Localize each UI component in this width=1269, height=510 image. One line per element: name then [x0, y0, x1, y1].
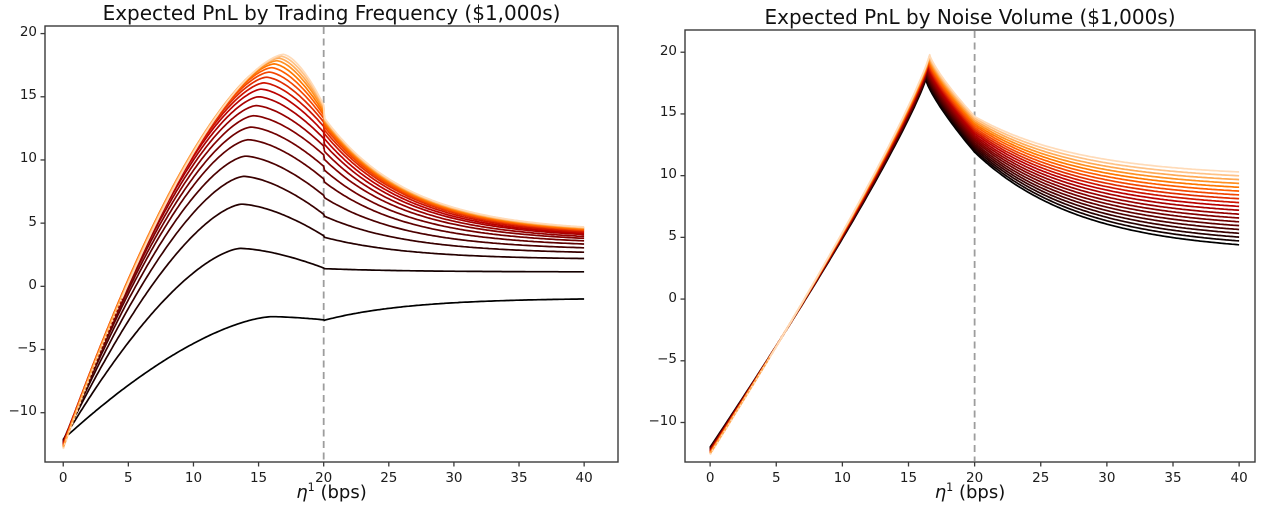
- eta-symbol: η: [934, 482, 947, 503]
- right-x-tick-label: 5: [771, 470, 781, 486]
- right-y-tick-label: 15: [659, 104, 677, 121]
- right-y-tick-label: 10: [659, 166, 677, 183]
- left-pnl-curve: [62, 126, 585, 443]
- left-y-tick-label: −10: [8, 403, 38, 420]
- eta-superscript: 1: [307, 481, 315, 494]
- left-x-tick-label: 0: [58, 470, 68, 486]
- left-x-tick-label: 30: [445, 470, 463, 486]
- right-pnl-curve: [768, 55, 1240, 358]
- left-y-tick-label: −5: [17, 340, 37, 357]
- left-pnl-curves: [62, 53, 585, 450]
- left-x-tick-label: 10: [184, 470, 203, 486]
- right-axes-spines: [684, 29, 1256, 463]
- left-pnl-curve: [62, 298, 123, 450]
- left-y-tick-label: 10: [19, 150, 37, 167]
- left-pnl-curve: [62, 175, 585, 442]
- right-pnl-curve: [768, 53, 1240, 359]
- left-pnl-curve: [62, 138, 585, 443]
- left-pnl-curve: [62, 114, 585, 444]
- right-pnl-curves: [709, 53, 1240, 456]
- left-x-tick-label: 20: [315, 470, 333, 486]
- left-x-axis-label: η1 (bps): [45, 481, 618, 503]
- eta-superscript: 1: [946, 481, 954, 494]
- x-axis-unit: (bps): [953, 482, 1006, 503]
- left-x-tick-label: 5: [124, 470, 133, 486]
- right-x-tick-label: 10: [833, 470, 851, 486]
- left-x-tick-label: 35: [510, 470, 528, 486]
- left-chart-title: Expected PnL by Trading Frequency ($1,00…: [102, 1, 561, 25]
- right-y-tick-label: 20: [659, 42, 677, 59]
- left-y-tick-label: 15: [19, 87, 37, 104]
- right-chart-title: Expected PnL by Noise Volume ($1,000s): [764, 5, 1176, 29]
- right-y-tick-label: −5: [657, 351, 677, 368]
- left-axes-spines: [44, 25, 619, 463]
- right-x-axis-label: η1 (bps): [685, 481, 1255, 503]
- left-pnl-curve: [62, 104, 585, 444]
- left-pnl-curve: [62, 247, 585, 441]
- left-x-tick-label: 15: [249, 470, 268, 486]
- right-x-tick-label: 20: [966, 470, 984, 486]
- left-y-tick-label: 5: [28, 213, 37, 230]
- left-y-tick-label: 20: [19, 24, 37, 41]
- right-x-tick-label: 35: [1164, 470, 1182, 486]
- right-y-tick-label: −10: [648, 413, 678, 429]
- right-x-tick-label: 25: [1032, 470, 1050, 486]
- left-y-tick-label: 0: [28, 276, 37, 293]
- left-x-tick-label: 25: [380, 470, 398, 486]
- left-pnl-curve: [62, 203, 585, 441]
- eta-symbol: η: [296, 482, 308, 503]
- left-pnl-curve: [62, 298, 585, 440]
- right-pnl-curve: [709, 357, 771, 455]
- right-pnl-curve: [709, 357, 771, 456]
- right-x-tick-label: 15: [899, 470, 918, 486]
- left-pnl-curve: [62, 155, 585, 442]
- left-x-tick-label: 40: [575, 470, 593, 486]
- right-y-tick-label: 0: [668, 289, 677, 306]
- right-x-tick-label: 30: [1098, 470, 1116, 486]
- right-axis-ticks: [680, 51, 1240, 467]
- left-axis-ticks: [40, 32, 585, 467]
- left-pnl-curve: [121, 53, 585, 299]
- right-x-tick-label: 40: [1230, 470, 1248, 486]
- right-x-tick-label: 0: [705, 470, 715, 486]
- right-y-tick-label: 5: [668, 227, 677, 244]
- x-axis-unit: (bps): [314, 482, 367, 503]
